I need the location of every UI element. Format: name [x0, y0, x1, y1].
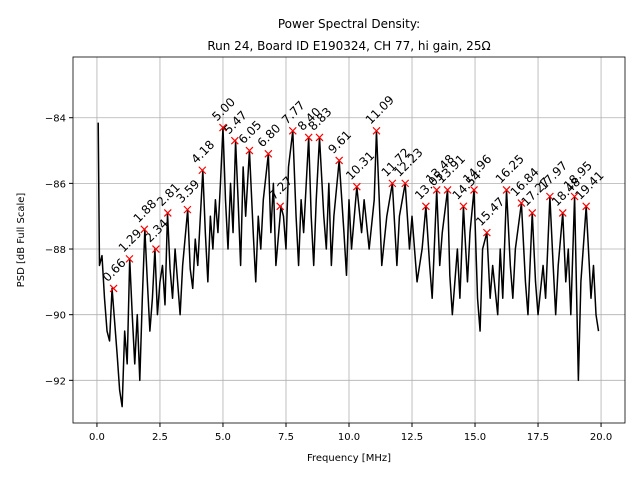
peak-marker — [125, 254, 134, 263]
peak-marker — [443, 186, 452, 194]
x-tick-label: 12.5 — [401, 432, 423, 443]
psd-line — [97, 122, 600, 408]
peak-marker — [315, 133, 324, 142]
peak-marker — [558, 208, 567, 217]
peak-marker — [470, 186, 478, 194]
peak-marker — [304, 133, 313, 142]
x-tick-label: 0.0 — [89, 432, 105, 443]
peak-marker — [388, 179, 397, 188]
x-tick-label: 17.5 — [527, 432, 549, 443]
plot-frame — [72, 56, 626, 424]
peak-marker — [109, 284, 118, 293]
peak-marker — [482, 228, 491, 237]
peak-marker — [517, 199, 526, 207]
peak-marker — [163, 208, 172, 217]
peak-marker — [528, 208, 537, 217]
peak-marker — [401, 179, 410, 188]
peak-marker — [276, 202, 285, 211]
x-tick-label: 10.0 — [338, 432, 360, 443]
x-tick-label: 5.0 — [215, 432, 231, 443]
y-tick-label: −90 — [45, 311, 66, 322]
peak-marker — [459, 202, 468, 211]
peak-marker — [372, 126, 381, 135]
peak-marker — [230, 136, 239, 145]
peak-marker — [352, 182, 361, 191]
peak-marker — [140, 225, 149, 234]
peak-marker — [245, 146, 254, 155]
x-tick-label: 20.0 — [590, 432, 612, 443]
chart-subtitle: Run 24, Board ID E190324, CH 77, hi gain… — [207, 39, 490, 53]
x-axis-label: Frequency [MHz] — [307, 453, 391, 464]
x-tick-label: 7.5 — [278, 432, 294, 443]
x-tick-label: 2.5 — [152, 432, 168, 443]
peak-marker — [335, 156, 344, 165]
y-tick-label: −88 — [45, 245, 66, 256]
peak-marker — [219, 123, 227, 132]
peak-marker — [545, 192, 554, 201]
peak-marker — [502, 186, 511, 194]
peak-marker — [288, 126, 297, 135]
peak-marker — [421, 202, 430, 211]
peak-marker — [570, 192, 579, 201]
peak-marker — [198, 166, 207, 175]
chart-title: Power Spectral Density: — [278, 17, 420, 31]
y-tick-label: −84 — [45, 114, 66, 125]
peak-marker — [432, 186, 441, 194]
peak-marker — [264, 149, 273, 158]
peak-marker — [183, 205, 192, 214]
x-tick-label: 15.0 — [464, 432, 486, 443]
peak-marker — [582, 202, 591, 211]
y-axis-label: PSD [dB Full Scale] — [16, 193, 27, 288]
y-tick-label: −86 — [45, 179, 66, 190]
y-tick-label: −92 — [45, 376, 66, 387]
peak-marker — [152, 245, 160, 253]
